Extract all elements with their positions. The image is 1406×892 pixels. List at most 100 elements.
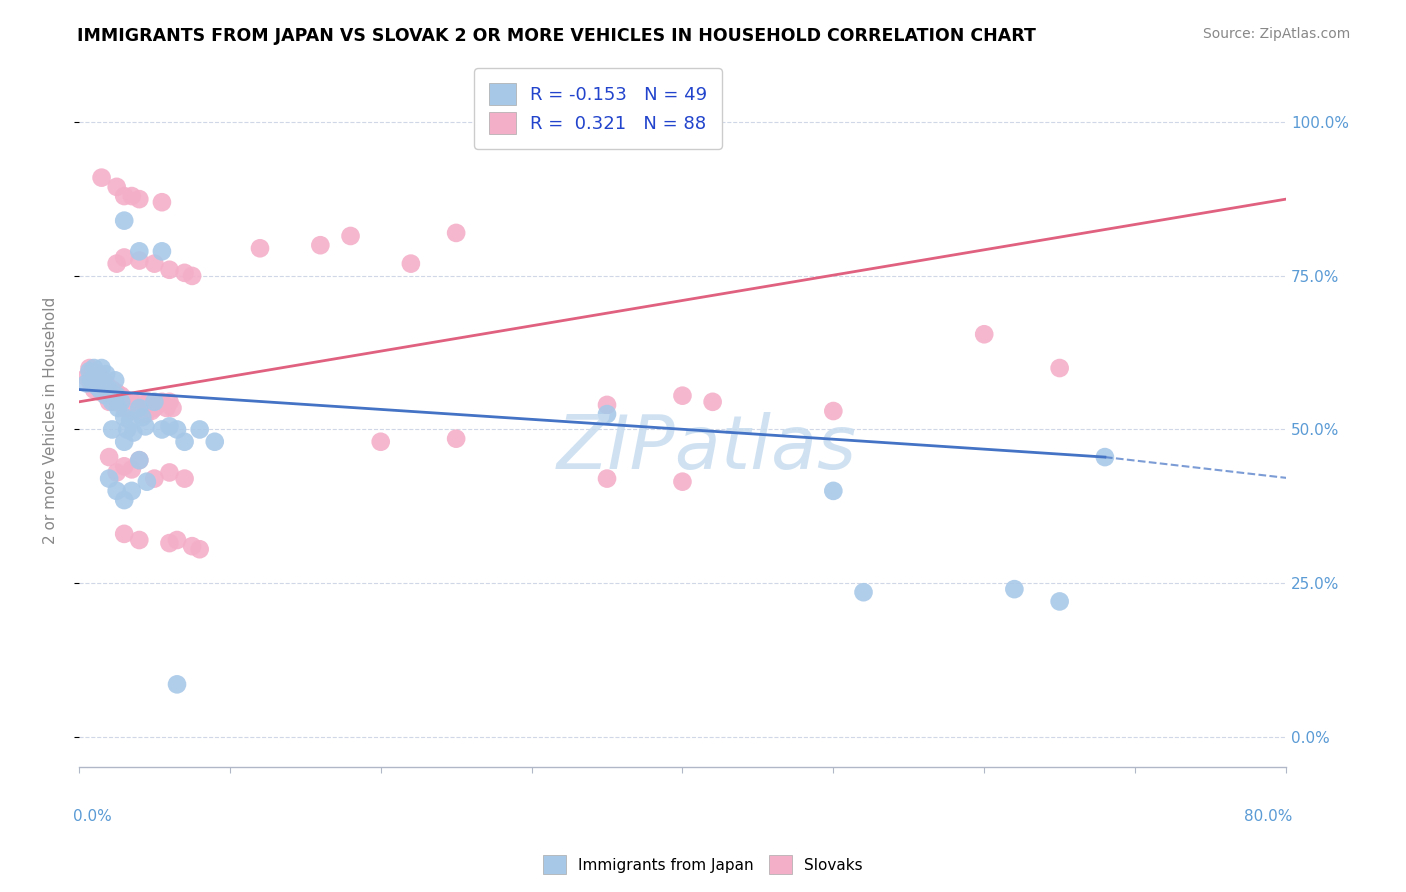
Point (143, 394, 166, 409)
Point (339, 229, 361, 244)
Point (150, 422, 173, 436)
Point (80, 376, 103, 391)
Point (128, 192, 150, 206)
Point (155, 401, 177, 415)
Point (131, 410, 153, 425)
Point (104, 394, 127, 409)
Point (143, 472, 166, 486)
Text: Source: ZipAtlas.com: Source: ZipAtlas.com (1202, 27, 1350, 41)
Point (159, 394, 181, 409)
Point (128, 453, 150, 467)
Point (105, 389, 128, 403)
Text: 0.0%: 0.0% (73, 809, 111, 824)
Point (370, 434, 392, 449)
Point (93, 379, 115, 393)
Point (596, 407, 619, 421)
Point (89, 376, 111, 391)
Point (112, 189, 135, 203)
Point (131, 401, 153, 415)
Point (98, 383, 121, 397)
Point (101, 394, 124, 409)
Point (89, 383, 111, 397)
Point (128, 453, 150, 467)
Point (101, 383, 124, 397)
Point (105, 466, 128, 480)
Point (112, 493, 135, 508)
Point (159, 262, 181, 277)
Point (188, 422, 211, 436)
Point (80, 373, 103, 387)
Point (121, 462, 143, 476)
Point (823, 404, 845, 418)
Point (115, 394, 138, 409)
Legend: Immigrants from Japan, Slovaks: Immigrants from Japan, Slovaks (537, 849, 869, 880)
Point (141, 404, 163, 418)
Point (112, 459, 135, 474)
Point (112, 401, 135, 415)
Point (112, 251, 135, 265)
Point (1049, 594, 1071, 608)
Point (104, 373, 127, 387)
Point (112, 392, 135, 406)
Point (181, 268, 204, 283)
Point (87, 367, 110, 381)
Point (150, 394, 173, 409)
Point (135, 401, 157, 415)
Point (110, 394, 132, 409)
Point (105, 179, 128, 194)
Point (150, 244, 173, 259)
Point (91, 376, 114, 391)
Point (143, 401, 166, 415)
Point (702, 394, 724, 409)
Point (399, 257, 422, 271)
Point (159, 419, 181, 434)
Point (128, 244, 150, 259)
Point (128, 401, 150, 415)
Point (83, 361, 105, 376)
Point (86, 379, 108, 393)
Point (120, 401, 142, 415)
Point (83, 383, 105, 397)
Point (166, 533, 188, 547)
Point (105, 483, 128, 498)
Point (98, 472, 121, 486)
Point (159, 466, 181, 480)
Point (181, 539, 204, 553)
Point (112, 213, 135, 227)
Point (120, 413, 142, 427)
Point (143, 257, 166, 271)
Point (1094, 450, 1116, 464)
Point (94, 367, 117, 381)
Point (444, 432, 467, 446)
Point (166, 422, 188, 436)
Point (107, 394, 129, 409)
Point (125, 398, 148, 412)
Point (112, 410, 135, 425)
Point (162, 401, 184, 415)
Point (98, 450, 121, 464)
Point (83, 373, 105, 387)
Point (671, 475, 693, 489)
Point (1049, 361, 1071, 376)
Point (122, 425, 145, 440)
Point (204, 434, 226, 449)
Point (1002, 582, 1025, 596)
Point (105, 257, 128, 271)
Point (138, 394, 160, 409)
Point (76, 370, 98, 384)
Point (107, 401, 129, 415)
Point (173, 266, 195, 280)
Point (159, 536, 181, 550)
Point (98, 385, 121, 400)
Point (121, 483, 143, 498)
Point (90, 361, 112, 376)
Point (94, 376, 117, 391)
Point (973, 327, 995, 342)
Point (98, 394, 121, 409)
Point (94, 389, 117, 403)
Point (249, 241, 271, 255)
Point (188, 542, 211, 557)
Point (90, 170, 112, 185)
Point (134, 407, 156, 421)
Point (128, 394, 150, 409)
